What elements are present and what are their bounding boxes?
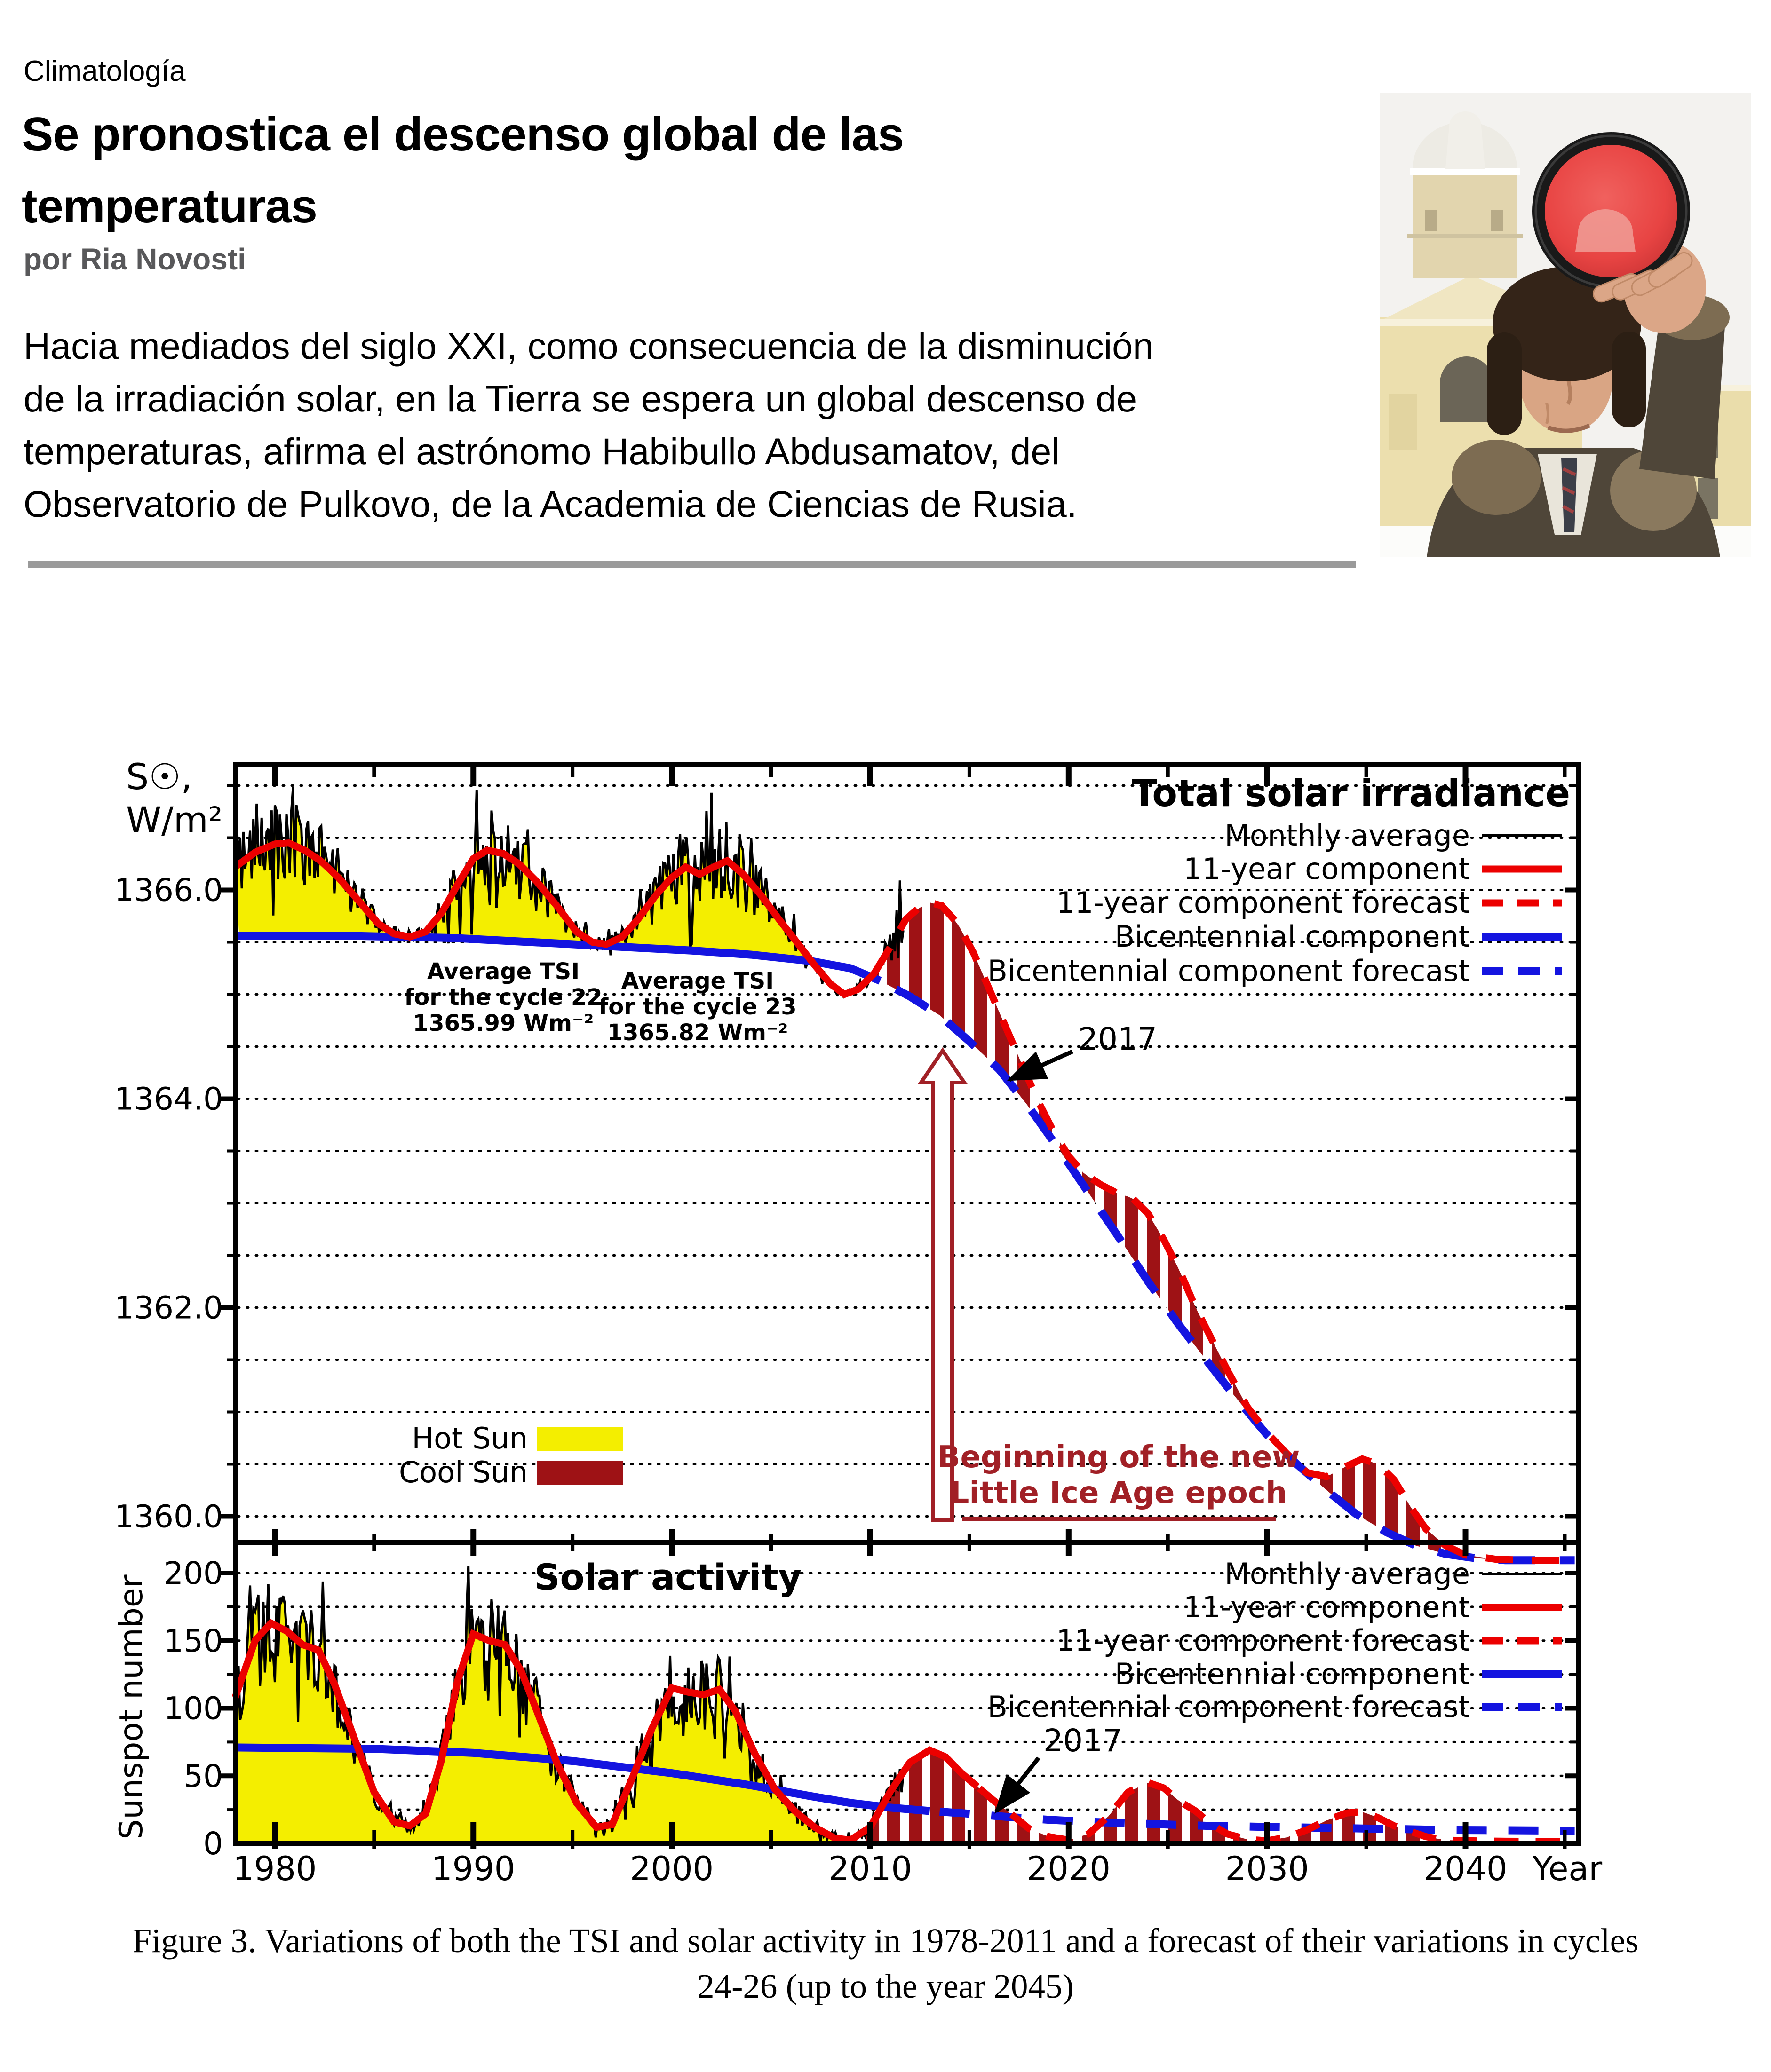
article-photo: [1380, 93, 1751, 557]
bicentennial-forecast-line: [939, 1807, 1575, 1835]
avg-tsi-cycle22-label: for the cycle 22: [404, 984, 602, 1011]
hot-sun-swatch: [537, 1427, 623, 1451]
fingers: [1592, 252, 1693, 303]
byline: por Ria Novosti: [24, 242, 246, 276]
y-tick-label: 1360.0: [114, 1499, 223, 1535]
article-paragraph: Hacia mediados del siglo XXI, como conse…: [24, 320, 1153, 530]
y-tick-label: 1366.0: [114, 872, 223, 909]
paragraph-line: temperaturas, afirma el astrónomo Habibu…: [24, 430, 1060, 472]
x-tick-label: 2020: [1027, 1850, 1111, 1888]
hot-sun-fill: [235, 787, 834, 965]
x-tick-label: 1990: [431, 1850, 515, 1888]
legend-label: 11-year component: [1183, 1590, 1470, 1624]
y-tick-label: 0: [203, 1826, 223, 1862]
eleven-year-forecast-line: [977, 1779, 1575, 1845]
legend-label: Bicentennial component forecast: [987, 1690, 1470, 1724]
year-2017-label: 2017: [1078, 1021, 1157, 1057]
paragraph-line: de la irradiación solar, en la Tierra se…: [24, 378, 1137, 419]
y-tick-label: 50: [183, 1758, 223, 1794]
legend-label: 11-year component forecast: [1056, 886, 1470, 920]
sunspot-y-axis-label: Sunspot number: [113, 1574, 150, 1839]
x-tick-label: 2010: [828, 1850, 912, 1888]
paragraph-line: Hacia mediados del siglo XXI, como conse…: [24, 325, 1154, 367]
caption-line-2: 24-26 (up to the year 2045): [697, 1967, 1074, 2005]
eleven-year-line: [233, 839, 893, 998]
bicentennial-forecast-line: [894, 985, 1575, 1565]
tsi-chart-title: Total solar irradiance: [1132, 773, 1570, 815]
ice-age-arrow: [917, 1047, 968, 1522]
red-solar-filter: [1532, 132, 1690, 290]
x-tick-label: 1980: [233, 1850, 317, 1888]
section-kicker: Climatología: [24, 55, 186, 87]
tsi-y-axis-label: W/m²: [126, 799, 222, 841]
divider-rule: [28, 561, 1356, 568]
legend-label: Monthly average: [1224, 818, 1470, 853]
caption-line-1: Figure 3. Variations of both the TSI and…: [132, 1922, 1639, 1960]
y-tick-label: 200: [164, 1555, 223, 1591]
avg-tsi-cycle23-label: Average TSI: [621, 968, 774, 994]
x-tick-label: 2040: [1423, 1850, 1507, 1888]
legend-label: Bicentennial component: [1115, 919, 1470, 954]
y-tick-label: 1364.0: [114, 1081, 223, 1117]
paragraph-line: Observatorio de Pulkovo, de la Academia …: [24, 483, 1077, 525]
y-tick-label: 100: [164, 1691, 223, 1727]
legend-label: Bicentennial component forecast: [987, 954, 1470, 988]
legend-label: 11-year component: [1183, 852, 1470, 886]
legend-label: 11-year component forecast: [1056, 1623, 1470, 1658]
x-tick-label: 2030: [1225, 1850, 1309, 1888]
title-line-2: temperaturas: [22, 180, 318, 233]
title-line-1: Se pronostica el descenso global de las: [22, 108, 904, 161]
tsi-y-axis-label: S☉,: [126, 756, 192, 798]
legend-label: Bicentennial component: [1115, 1657, 1470, 1691]
ice-age-label: Beginning of the new: [937, 1440, 1300, 1475]
bicentennial-line: [235, 1743, 930, 1815]
avg-tsi-cycle22-label: Average TSI: [427, 958, 580, 985]
dome-reflection: [1575, 209, 1636, 252]
sunspot-plot-frame: [233, 1540, 1581, 1846]
legend-label: Monthly average: [1224, 1557, 1470, 1591]
solar-activity-title: Solar activity: [534, 1556, 802, 1598]
article-title: Se pronostica el descenso global de las t…: [22, 99, 904, 243]
tie: [1561, 458, 1577, 532]
eleven-year-line: [231, 1619, 980, 1844]
hat-ear-flap: [1487, 332, 1522, 435]
year-2017-arrow: [1007, 1049, 1073, 1082]
year-2017-arrow: [994, 1756, 1040, 1814]
avg-tsi-cycle22-label: 1365.99 Wm⁻²: [413, 1010, 594, 1036]
cool-sun-swatch: [537, 1461, 623, 1485]
avg-tsi-cycle23-label: 1365.82 Wm⁻²: [607, 1020, 788, 1046]
hot-sun-label: Hot Sun: [412, 1421, 528, 1455]
y-tick-label: 1362.0: [114, 1290, 223, 1326]
ice-age-label: Little Ice Age epoch: [950, 1476, 1287, 1511]
astronomer: [1427, 241, 1730, 557]
cool-sun-label: Cool Sun: [399, 1455, 528, 1489]
figure-caption: Figure 3. Variations of both the TSI and…: [0, 1918, 1771, 2009]
x-tick-label: 2000: [630, 1850, 714, 1888]
x-axis-label: Year: [1532, 1850, 1602, 1888]
cool-sun-fill: [855, 880, 1575, 1560]
fur-collar: [1452, 440, 1541, 515]
year-2017-label: 2017: [1043, 1723, 1122, 1759]
y-tick-label: 150: [164, 1623, 223, 1659]
avg-tsi-cycle23-label: for the cycle 23: [598, 994, 796, 1020]
hat-ear-flap: [1612, 332, 1646, 427]
raised-arm-sleeve: [1639, 316, 1725, 479]
